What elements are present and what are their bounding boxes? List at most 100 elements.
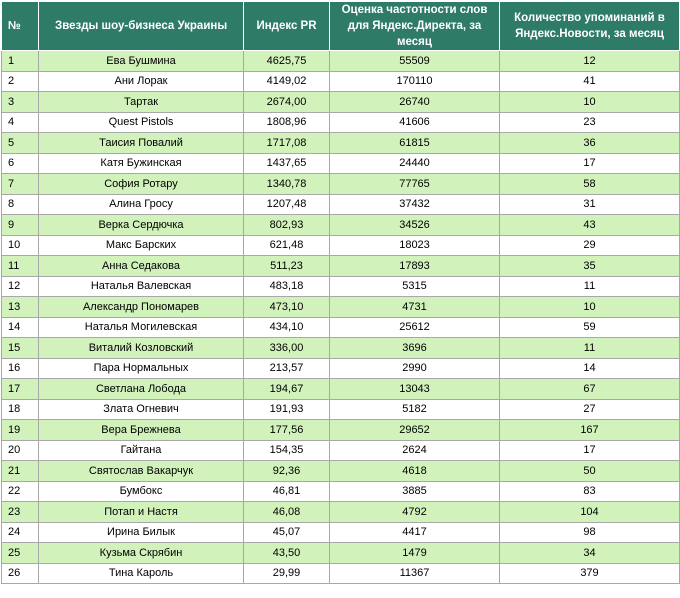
- news-mentions-cell: 27: [499, 398, 680, 420]
- celebrity-name-cell: Таисия Повалий: [38, 132, 244, 154]
- row-number-cell: 12: [1, 275, 39, 297]
- direct-frequency-cell: 2990: [329, 357, 500, 379]
- table-row: 18 Злата Огневич 191,93 5182 27: [1, 398, 680, 420]
- news-mentions-cell: 11: [499, 337, 680, 359]
- table-row: 8 Алина Гросу 1207,48 37432 31: [1, 193, 680, 215]
- table-row: 23 Потап и Настя 46,08 4792 104: [1, 501, 680, 523]
- direct-frequency-cell: 3696: [329, 337, 500, 359]
- news-mentions-cell: 167: [499, 419, 680, 441]
- direct-frequency-cell: 77765: [329, 173, 500, 195]
- celebrity-name-cell: Светлана Лобода: [38, 378, 244, 400]
- row-number-cell: 21: [1, 460, 39, 482]
- celebrity-name-cell: Ани Лорак: [38, 70, 244, 92]
- row-number-cell: 4: [1, 111, 39, 133]
- celebrity-name-cell: София Ротару: [38, 173, 244, 195]
- ukraine-celebrity-pr-table: № Звезды шоу-бизнеса Украины Индекс PR О…: [1, 1, 680, 584]
- celebrity-name-cell: Тина Кароль: [38, 562, 244, 584]
- table-row: 26 Тина Кароль 29,99 11367 379: [1, 562, 680, 584]
- celebrity-name-cell: Пара Нормальных: [38, 357, 244, 379]
- pr-index-cell: 483,18: [243, 275, 330, 297]
- row-number-cell: 1: [1, 50, 39, 72]
- direct-frequency-cell: 2624: [329, 439, 500, 461]
- table-row: 2 Ани Лорак 4149,02 170110 41: [1, 70, 680, 92]
- celebrity-name-cell: Гайтана: [38, 439, 244, 461]
- news-mentions-cell: 67: [499, 378, 680, 400]
- row-number-cell: 11: [1, 255, 39, 277]
- news-mentions-cell: 17: [499, 152, 680, 174]
- pr-index-cell: 511,23: [243, 255, 330, 277]
- news-mentions-cell: 83: [499, 480, 680, 502]
- table-row: 4 Quest Pistols 1808,96 41606 23: [1, 111, 680, 133]
- row-number-cell: 26: [1, 562, 39, 584]
- direct-frequency-cell: 3885: [329, 480, 500, 502]
- pr-index-cell: 2674,00: [243, 91, 330, 113]
- pr-index-cell: 177,56: [243, 419, 330, 441]
- table-row: 13 Александр Пономарев 473,10 4731 10: [1, 296, 680, 318]
- row-number-cell: 6: [1, 152, 39, 174]
- header-yandex-news-mentions: Количество упоминаний в Яндекс.Новости, …: [499, 1, 680, 51]
- pr-index-cell: 4149,02: [243, 70, 330, 92]
- celebrity-name-cell: Бумбокс: [38, 480, 244, 502]
- pr-index-cell: 1808,96: [243, 111, 330, 133]
- table-row: 15 Виталий Козловский 336,00 3696 11: [1, 337, 680, 359]
- celebrity-name-cell: Катя Бужинская: [38, 152, 244, 174]
- table-row: 16 Пара Нормальных 213,57 2990 14: [1, 357, 680, 379]
- table-row: 19 Вера Брежнева 177,56 29652 167: [1, 419, 680, 441]
- table-row: 25 Кузьма Скрябин 43,50 1479 34: [1, 542, 680, 564]
- row-number-cell: 3: [1, 91, 39, 113]
- pr-index-cell: 191,93: [243, 398, 330, 420]
- table-row: 6 Катя Бужинская 1437,65 24440 17: [1, 152, 680, 174]
- news-mentions-cell: 11: [499, 275, 680, 297]
- news-mentions-cell: 36: [499, 132, 680, 154]
- pr-index-cell: 1340,78: [243, 173, 330, 195]
- direct-frequency-cell: 170110: [329, 70, 500, 92]
- news-mentions-cell: 12: [499, 50, 680, 72]
- celebrity-name-cell: Александр Пономарев: [38, 296, 244, 318]
- table-row: 1 Ева Бушмина 4625,75 55509 12: [1, 50, 680, 72]
- celebrity-name-cell: Алина Гросу: [38, 193, 244, 215]
- table-row: 14 Наталья Могилевская 434,10 25612 59: [1, 316, 680, 338]
- news-mentions-cell: 50: [499, 460, 680, 482]
- row-number-cell: 19: [1, 419, 39, 441]
- pr-index-cell: 434,10: [243, 316, 330, 338]
- celebrity-name-cell: Потап и Настя: [38, 501, 244, 523]
- celebrity-name-cell: Кузьма Скрябин: [38, 542, 244, 564]
- row-number-cell: 18: [1, 398, 39, 420]
- direct-frequency-cell: 34526: [329, 214, 500, 236]
- direct-frequency-cell: 55509: [329, 50, 500, 72]
- direct-frequency-cell: 4731: [329, 296, 500, 318]
- celebrity-name-cell: Наталья Валевская: [38, 275, 244, 297]
- celebrity-name-cell: Ирина Билык: [38, 521, 244, 543]
- pr-index-cell: 43,50: [243, 542, 330, 564]
- pr-index-cell: 46,08: [243, 501, 330, 523]
- celebrity-name-cell: Анна Седакова: [38, 255, 244, 277]
- news-mentions-cell: 379: [499, 562, 680, 584]
- pr-index-cell: 154,35: [243, 439, 330, 461]
- table-body: 1 Ева Бушмина 4625,75 55509 12 2 Ани Лорак 4149…: [1, 50, 680, 584]
- news-mentions-cell: 10: [499, 91, 680, 113]
- direct-frequency-cell: 5182: [329, 398, 500, 420]
- row-number-cell: 23: [1, 501, 39, 523]
- table-row: 9 Верка Сердючка 802,93 34526 43: [1, 214, 680, 236]
- table-row: 21 Святослав Вакарчук 92,36 4618 50: [1, 460, 680, 482]
- celebrity-name-cell: Вера Брежнева: [38, 419, 244, 441]
- row-number-cell: 14: [1, 316, 39, 338]
- direct-frequency-cell: 37432: [329, 193, 500, 215]
- header-row: № Звезды шоу-бизнеса Украины Индекс PR О…: [1, 1, 680, 51]
- row-number-cell: 8: [1, 193, 39, 215]
- direct-frequency-cell: 29652: [329, 419, 500, 441]
- header-pr-index: Индекс PR: [243, 1, 330, 51]
- row-number-cell: 7: [1, 173, 39, 195]
- direct-frequency-cell: 4618: [329, 460, 500, 482]
- celebrity-name-cell: Верка Сердючка: [38, 214, 244, 236]
- celebrity-name-cell: Виталий Козловский: [38, 337, 244, 359]
- pr-index-cell: 1437,65: [243, 152, 330, 174]
- table-row: 11 Анна Седакова 511,23 17893 35: [1, 255, 680, 277]
- celebrity-name-cell: Ева Бушмина: [38, 50, 244, 72]
- pr-index-cell: 92,36: [243, 460, 330, 482]
- header-number: №: [1, 1, 39, 51]
- direct-frequency-cell: 17893: [329, 255, 500, 277]
- news-mentions-cell: 34: [499, 542, 680, 564]
- news-mentions-cell: 43: [499, 214, 680, 236]
- celebrity-name-cell: Святослав Вакарчук: [38, 460, 244, 482]
